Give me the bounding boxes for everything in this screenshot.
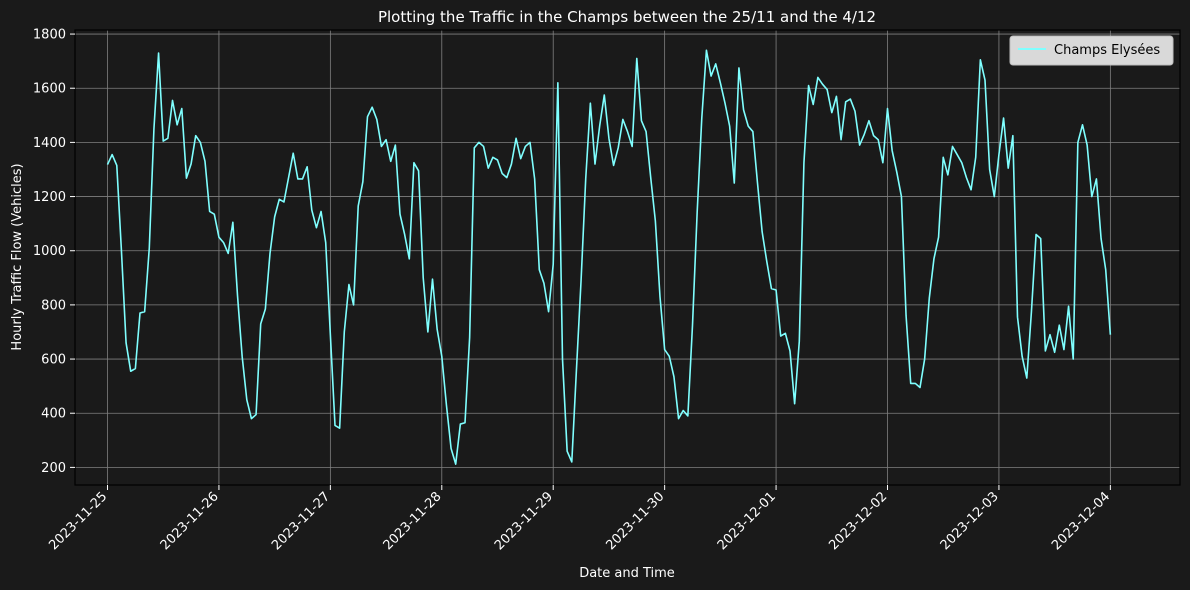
y-tick-label: 800 — [41, 298, 66, 313]
chart-title: Plotting the Traffic in the Champs betwe… — [378, 8, 876, 26]
y-tick-label: 1400 — [33, 136, 66, 151]
legend-label: Champs Elysées — [1054, 43, 1160, 58]
plot-area-frame — [74, 29, 1181, 486]
y-axis-ticks: 200 400 600 800 1000 1200 1400 1600 1800 — [33, 28, 75, 476]
y-tick-label: 1200 — [33, 190, 66, 205]
x-axis-label: Date and Time — [579, 566, 675, 581]
legend-box — [1009, 35, 1174, 66]
y-tick-label: 1000 — [33, 244, 66, 259]
y-tick-label: 200 — [41, 461, 66, 476]
series-layer — [106, 49, 1112, 465]
legend: Champs Elysées — [1009, 35, 1174, 66]
y-tick-label: 1600 — [33, 82, 66, 97]
y-tick-label: 600 — [41, 353, 66, 368]
y-tick-label: 1800 — [33, 28, 66, 43]
y-axis-label: Hourly Traffic Flow (Vehicles) — [10, 163, 25, 350]
series-line-champs-elysees — [106, 49, 1112, 465]
y-tick-label: 400 — [41, 407, 66, 422]
